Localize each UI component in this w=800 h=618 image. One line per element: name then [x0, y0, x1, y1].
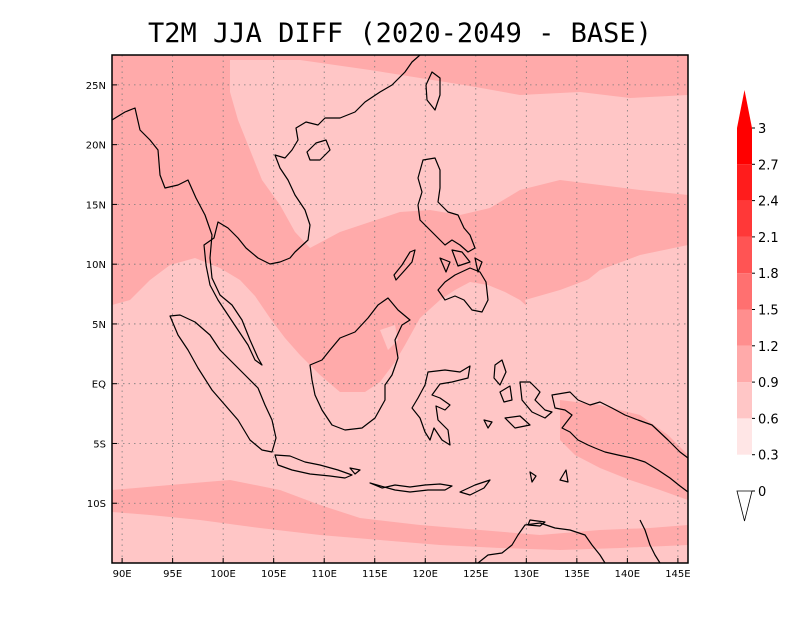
lon-tick-label: 95E [163, 569, 182, 580]
latitude-axis: 25N 20N 15N 10N 5N EQ 5S 10S [86, 81, 117, 510]
lat-tick-label: 10N [86, 260, 106, 271]
lat-tick-label: 25N [86, 81, 106, 92]
shaded-field-layer [112, 55, 688, 563]
lat-tick-label: 5S [93, 439, 106, 450]
lon-tick-label: 140E [615, 569, 640, 580]
lon-tick-label: 120E [413, 569, 438, 580]
colorbar-segment [737, 236, 752, 274]
field-0.3-0.6-scs [230, 60, 688, 248]
colorbar-segment [737, 345, 752, 383]
lon-tick-label: 145E [665, 569, 690, 580]
coastline-luzon [417, 157, 476, 253]
colorbar-segment [737, 273, 752, 310]
coastlines [112, 55, 688, 563]
coastline-visayas [439, 249, 483, 273]
lon-tick-label: 125E [463, 569, 488, 580]
lon-tick-label: 105E [261, 569, 286, 580]
lon-tick-label: 110E [312, 569, 337, 580]
colorbar-tick-label: 1.5 [758, 304, 779, 319]
lat-tick-label: EQ [92, 380, 106, 391]
coastline-sumatra [169, 314, 277, 453]
coastline-halmahera [519, 381, 553, 419]
coastline-timor [527, 519, 546, 527]
map-title: T2M JJA DIFF (2020-2049 - BASE) [148, 18, 652, 49]
colorbar-tick-label: 2.1 [758, 231, 779, 246]
lon-tick-label: 130E [514, 569, 539, 580]
coastline-mindanao [437, 267, 489, 313]
colorbar-segment [737, 454, 752, 491]
colorbar: 0 0.3 0.6 0.9 1.2 1.5 1.8 2.1 2.4 2.7 3 [736, 90, 779, 522]
field-0.6-0.9-png [560, 400, 688, 500]
lon-tick-label: 135E [564, 569, 589, 580]
coastline-australia [477, 522, 606, 563]
field-0.3-0.6-borneo-gap [380, 325, 398, 350]
lat-tick-label: 10S [87, 499, 106, 510]
colorbar-tick-label: 0.6 [758, 412, 779, 427]
coastline-hainan [306, 139, 331, 161]
coastline-java [274, 454, 353, 479]
colorbar-segment [737, 200, 752, 237]
colorbar-tick-label: 3 [758, 122, 766, 137]
colorbar-top-arrow [737, 90, 752, 128]
coastline-new-guinea [551, 391, 688, 493]
field-0.3-0.6-east-pacific [525, 252, 688, 460]
colorbar-tick-label: 2.7 [758, 158, 779, 173]
coastline-cape-york [639, 519, 661, 563]
colorbar-segment [737, 309, 752, 346]
lon-tick-label: 90E [113, 569, 132, 580]
colorbar-segment [737, 418, 752, 455]
colorbar-tick-label: 1.2 [758, 340, 779, 355]
colorbar-tick-label: 0.9 [758, 376, 779, 391]
coastline-lesser-sunda [349, 467, 491, 496]
plot-frame [111, 54, 689, 564]
lat-tick-label: 20N [86, 141, 106, 152]
coastline-palawan [393, 249, 416, 281]
colorbar-tick-label: 0 [758, 485, 766, 500]
longitude-axis: 90E 95E 100E 105E 110E 115E 120E 125E 130E 135E 14… [113, 558, 691, 580]
colorbar-tick-label: 1.8 [758, 267, 779, 282]
coastline-taiwan [425, 71, 441, 111]
lat-tick-label: 5N [92, 320, 106, 331]
lon-tick-label: 100E [210, 569, 235, 580]
colorbar-segment [737, 164, 752, 201]
lat-tick-label: 15N [86, 200, 106, 211]
coastline-maluku [483, 359, 569, 483]
coastline-sulawesi [411, 365, 471, 446]
lon-tick-label: 115E [362, 569, 387, 580]
coastline-borneo [309, 297, 411, 431]
field-0.6-0.9-indian-band [112, 480, 688, 550]
coastline-mainland [112, 55, 421, 366]
colorbar-bottom-arrow [736, 490, 753, 522]
colorbar-segment [737, 382, 752, 419]
colorbar-tick-label: 2.4 [758, 195, 779, 210]
colorbar-tick-label: 0.3 [758, 449, 779, 464]
colorbar-segment [737, 128, 752, 165]
